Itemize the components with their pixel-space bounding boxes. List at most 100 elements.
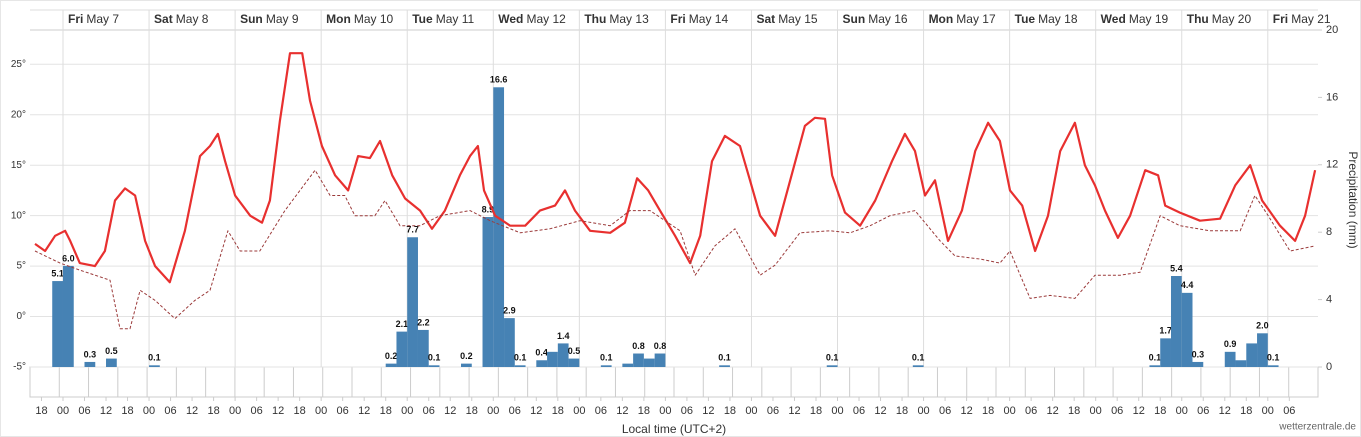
- precip-bar: [52, 281, 63, 367]
- x-tick-label: 12: [960, 405, 972, 417]
- x-tick-label: 00: [143, 405, 155, 417]
- bar-value-label: 6.0: [62, 253, 75, 263]
- bar-value-label: 0.1: [428, 353, 441, 363]
- y2-axis-title: Precipitation (mm): [1346, 151, 1360, 248]
- x-tick-label: 00: [831, 405, 843, 417]
- day-date: May 9: [266, 12, 299, 26]
- bar-value-label: 0.9: [1224, 339, 1237, 349]
- precip-bar: [826, 365, 838, 367]
- precip-bar: [1160, 338, 1171, 367]
- x-tick-label: 12: [1133, 405, 1145, 417]
- precip-bar: [600, 365, 612, 367]
- y2-tick-label: 8: [1326, 226, 1332, 238]
- precip-bar: [407, 237, 418, 367]
- precip-bar: [654, 353, 666, 367]
- precip-bar: [84, 361, 96, 367]
- y-tick-label: 15°: [11, 160, 26, 171]
- day-weekday: Thu: [1187, 12, 1209, 26]
- precip-bar: [1267, 365, 1279, 367]
- bar-value-label: 1.4: [557, 331, 570, 341]
- x-tick-label: 12: [1047, 405, 1059, 417]
- precip-bar: [1257, 333, 1268, 367]
- x-tick-label: 18: [810, 405, 822, 417]
- precip-bar: [719, 365, 730, 367]
- day-label: Mon May 17: [929, 12, 996, 26]
- x-axis-title: Local time (UTC+2): [622, 422, 726, 436]
- x-tick-label: 06: [595, 405, 607, 417]
- day-label: Thu May 13: [584, 12, 649, 26]
- bar-value-label: 5.1: [51, 268, 64, 278]
- x-tick-label: 06: [767, 405, 779, 417]
- x-tick-label: 06: [1197, 405, 1209, 417]
- precip-bar: [1224, 351, 1236, 367]
- day-label: Sat May 8: [154, 12, 209, 26]
- x-tick-label: 18: [207, 405, 219, 417]
- day-date: May 21: [1291, 12, 1331, 26]
- day-date: May 20: [1212, 12, 1252, 26]
- bar-value-label: 0.3: [1192, 349, 1205, 359]
- day-date: May 11: [436, 12, 475, 26]
- credit: wetterzentrale.de: [1278, 422, 1356, 433]
- day-weekday: Fri: [670, 12, 685, 26]
- precip-bar: [504, 318, 515, 367]
- x-tick-label: 12: [616, 405, 628, 417]
- x-tick-label: 18: [638, 405, 650, 417]
- x-tick-label: 12: [272, 405, 284, 417]
- bar-value-label: 0.8: [632, 341, 645, 351]
- day-label: Sun May 16: [843, 12, 908, 26]
- day-weekday: Sat: [154, 12, 173, 26]
- day-label: Mon May 10: [326, 12, 393, 26]
- precip-bar: [536, 360, 548, 367]
- x-tick-label: 12: [186, 405, 198, 417]
- precip-bar: [1170, 276, 1182, 367]
- x-tick-label: 12: [358, 405, 370, 417]
- x-tick-label: 12: [788, 405, 800, 417]
- x-tick-label: 00: [659, 405, 671, 417]
- x-tick-label: 00: [917, 405, 929, 417]
- day-weekday: Tue: [1015, 12, 1036, 26]
- x-tick-label: 18: [1068, 405, 1080, 417]
- day-label: Fri May 14: [670, 12, 728, 26]
- x-tick-label: 06: [681, 405, 693, 417]
- precip-bar: [461, 363, 472, 367]
- day-weekday: Sun: [843, 12, 866, 26]
- precip-bar: [643, 358, 655, 367]
- x-tick-label: 18: [724, 405, 736, 417]
- x-tick-label: 18: [1154, 405, 1166, 417]
- x-tick-label: 18: [466, 405, 478, 417]
- bar-value-label: 0.3: [84, 349, 97, 359]
- x-tick-label: 00: [745, 405, 757, 417]
- bar-value-label: 2.2: [417, 317, 430, 327]
- day-weekday: Mon: [929, 12, 954, 26]
- bar-value-label: 5.4: [1170, 263, 1183, 273]
- precip-bar: [106, 358, 117, 367]
- day-label: Tue May 11: [412, 12, 474, 26]
- day-date: May 19: [1129, 12, 1169, 26]
- day-label: Sun May 9: [240, 12, 299, 26]
- bar-value-label: 2.1: [396, 319, 409, 329]
- bar-value-label: 0.2: [460, 351, 473, 361]
- x-tick-label: 06: [939, 405, 951, 417]
- precip-bar: [396, 331, 408, 367]
- day-date: May 14: [689, 12, 729, 26]
- precip-bar: [547, 351, 558, 367]
- precip-bar: [62, 265, 74, 367]
- precip-bar: [1181, 292, 1193, 367]
- x-tick-label: 06: [78, 405, 90, 417]
- x-tick-label: 12: [530, 405, 542, 417]
- day-label: Tue May 18: [1015, 12, 1078, 26]
- day-weekday: Fri: [1273, 12, 1288, 26]
- y-tick-label: 25°: [11, 59, 26, 70]
- bar-value-label: 0.1: [148, 353, 161, 363]
- temperature-line: [34, 52, 1317, 284]
- x-tick-label: 06: [250, 405, 262, 417]
- x-tick-label: 06: [164, 405, 176, 417]
- x-tick-label: 12: [702, 405, 714, 417]
- day-date: May 8: [176, 12, 209, 26]
- y2-tick-label: 0: [1326, 361, 1332, 373]
- precip-bar: [1192, 361, 1204, 367]
- bar-value-label: 7.7: [406, 225, 419, 235]
- day-label: Sat May 15: [756, 12, 817, 26]
- y2-tick-label: 20: [1326, 24, 1338, 36]
